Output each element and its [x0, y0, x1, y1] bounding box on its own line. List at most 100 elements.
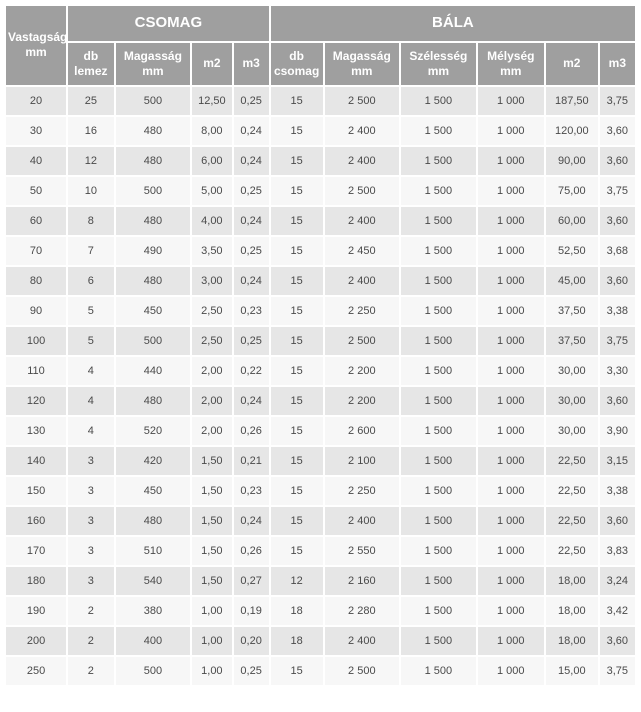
- table-row: 202550012,500,25152 5001 5001 000187,503…: [6, 87, 635, 115]
- cell-12-9: 22,50: [546, 447, 598, 475]
- cell-5-1: 7: [68, 237, 114, 265]
- cell-7-9: 37,50: [546, 297, 598, 325]
- cell-9-6: 2 200: [325, 357, 400, 385]
- cell-8-8: 1 000: [478, 327, 544, 355]
- cell-1-7: 1 500: [401, 117, 476, 145]
- cell-15-9: 22,50: [546, 537, 598, 565]
- cell-8-10: 3,75: [600, 327, 635, 355]
- cell-9-10: 3,30: [600, 357, 635, 385]
- cell-12-2: 420: [116, 447, 191, 475]
- cell-14-5: 15: [271, 507, 323, 535]
- cell-18-10: 3,60: [600, 627, 635, 655]
- group-bala: BÁLA: [271, 6, 635, 41]
- table-row: 15034501,500,23152 2501 5001 00022,503,3…: [6, 477, 635, 505]
- cell-12-0: 140: [6, 447, 66, 475]
- cell-7-8: 1 000: [478, 297, 544, 325]
- col-header-1: Magasságmm: [116, 43, 191, 85]
- cell-14-10: 3,60: [600, 507, 635, 535]
- cell-2-0: 40: [6, 147, 66, 175]
- cell-9-8: 1 000: [478, 357, 544, 385]
- cell-14-0: 160: [6, 507, 66, 535]
- cell-1-10: 3,60: [600, 117, 635, 145]
- cell-17-9: 18,00: [546, 597, 598, 625]
- cell-10-7: 1 500: [401, 387, 476, 415]
- table-row: 7074903,500,25152 4501 5001 00052,503,68: [6, 237, 635, 265]
- cell-11-0: 130: [6, 417, 66, 445]
- table-head: Vastagságmm CSOMAG BÁLA dblemezMagasságm…: [6, 6, 635, 85]
- cell-19-9: 15,00: [546, 657, 598, 685]
- cell-16-7: 1 500: [401, 567, 476, 595]
- table-row: 9054502,500,23152 2501 5001 00037,503,38: [6, 297, 635, 325]
- col-header-2: m2: [192, 43, 231, 85]
- cell-18-2: 400: [116, 627, 191, 655]
- table-row: 16034801,500,24152 4001 5001 00022,503,6…: [6, 507, 635, 535]
- cell-13-5: 15: [271, 477, 323, 505]
- table-row: 10055002,500,25152 5001 5001 00037,503,7…: [6, 327, 635, 355]
- cell-5-10: 3,68: [600, 237, 635, 265]
- cell-18-4: 0,20: [234, 627, 269, 655]
- cell-15-10: 3,83: [600, 537, 635, 565]
- table-row: 40124806,000,24152 4001 5001 00090,003,6…: [6, 147, 635, 175]
- cell-17-0: 190: [6, 597, 66, 625]
- cell-2-3: 6,00: [192, 147, 231, 175]
- table-row: 12044802,000,24152 2001 5001 00030,003,6…: [6, 387, 635, 415]
- cell-8-4: 0,25: [234, 327, 269, 355]
- cell-1-4: 0,24: [234, 117, 269, 145]
- cell-6-8: 1 000: [478, 267, 544, 295]
- cell-8-1: 5: [68, 327, 114, 355]
- cell-14-8: 1 000: [478, 507, 544, 535]
- cell-16-6: 2 160: [325, 567, 400, 595]
- cell-10-8: 1 000: [478, 387, 544, 415]
- cell-6-0: 80: [6, 267, 66, 295]
- cell-3-9: 75,00: [546, 177, 598, 205]
- cell-12-8: 1 000: [478, 447, 544, 475]
- cell-11-6: 2 600: [325, 417, 400, 445]
- cell-1-5: 15: [271, 117, 323, 145]
- cell-15-8: 1 000: [478, 537, 544, 565]
- cell-14-3: 1,50: [192, 507, 231, 535]
- cell-0-10: 3,75: [600, 87, 635, 115]
- table-row: 6084804,000,24152 4001 5001 00060,003,60: [6, 207, 635, 235]
- cell-13-7: 1 500: [401, 477, 476, 505]
- cell-19-4: 0,25: [234, 657, 269, 685]
- cell-18-1: 2: [68, 627, 114, 655]
- cell-8-0: 100: [6, 327, 66, 355]
- cell-0-4: 0,25: [234, 87, 269, 115]
- cell-18-8: 1 000: [478, 627, 544, 655]
- cell-2-7: 1 500: [401, 147, 476, 175]
- cell-2-4: 0,24: [234, 147, 269, 175]
- cell-16-9: 18,00: [546, 567, 598, 595]
- cell-4-0: 60: [6, 207, 66, 235]
- cell-17-10: 3,42: [600, 597, 635, 625]
- cell-4-10: 3,60: [600, 207, 635, 235]
- col-header-3: m3: [234, 43, 269, 85]
- cell-14-7: 1 500: [401, 507, 476, 535]
- cell-16-8: 1 000: [478, 567, 544, 595]
- col-header-6: Szélességmm: [401, 43, 476, 85]
- product-dimensions-table: Vastagságmm CSOMAG BÁLA dblemezMagasságm…: [4, 4, 637, 687]
- cell-15-1: 3: [68, 537, 114, 565]
- cell-17-6: 2 280: [325, 597, 400, 625]
- cell-7-4: 0,23: [234, 297, 269, 325]
- cell-0-3: 12,50: [192, 87, 231, 115]
- col-header-4: dbcsomag: [271, 43, 323, 85]
- cell-3-4: 0,25: [234, 177, 269, 205]
- table-row: 11044402,000,22152 2001 5001 00030,003,3…: [6, 357, 635, 385]
- cell-9-1: 4: [68, 357, 114, 385]
- cell-6-4: 0,24: [234, 267, 269, 295]
- cell-11-2: 520: [116, 417, 191, 445]
- cell-10-6: 2 200: [325, 387, 400, 415]
- cell-3-7: 1 500: [401, 177, 476, 205]
- cell-13-4: 0,23: [234, 477, 269, 505]
- cell-7-7: 1 500: [401, 297, 476, 325]
- cell-10-9: 30,00: [546, 387, 598, 415]
- cell-8-3: 2,50: [192, 327, 231, 355]
- cell-0-5: 15: [271, 87, 323, 115]
- cell-0-8: 1 000: [478, 87, 544, 115]
- cell-1-6: 2 400: [325, 117, 400, 145]
- cell-9-0: 110: [6, 357, 66, 385]
- cell-2-6: 2 400: [325, 147, 400, 175]
- cell-15-2: 510: [116, 537, 191, 565]
- table-row: 30164808,000,24152 4001 5001 000120,003,…: [6, 117, 635, 145]
- cell-19-5: 15: [271, 657, 323, 685]
